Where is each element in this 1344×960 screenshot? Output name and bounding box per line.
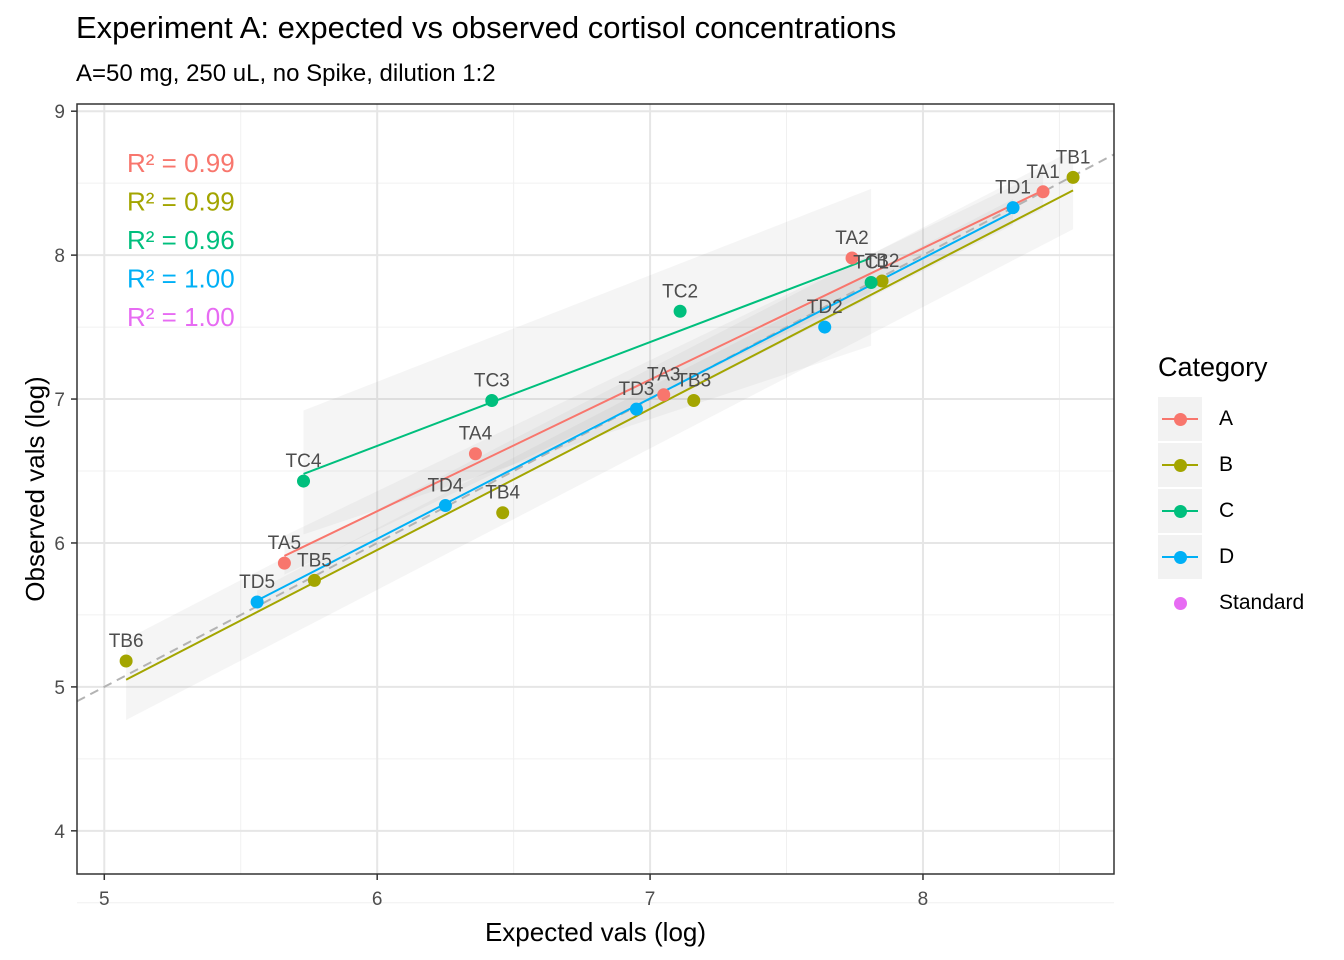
r2-label-c: R² = 0.96 xyxy=(127,225,235,255)
point-ta3 xyxy=(657,388,671,402)
identity-reference-line xyxy=(77,153,1114,703)
chart-title: Experiment A: expected vs observed corti… xyxy=(76,10,897,45)
legend-label-b: B xyxy=(1219,453,1234,476)
point-tc3 xyxy=(485,393,499,407)
legend-key-d xyxy=(1174,551,1187,564)
legend-key-c xyxy=(1174,505,1187,518)
point-td4 xyxy=(438,499,452,513)
point-td5 xyxy=(250,595,264,609)
legend-key-standard xyxy=(1174,597,1187,610)
legend-title: Category xyxy=(1158,352,1268,382)
legend-label-standard: Standard xyxy=(1219,591,1305,614)
legend-key-a xyxy=(1174,413,1187,426)
legend: A B C D Standard xyxy=(1158,396,1304,626)
r2-label-d: R² = 1.00 xyxy=(127,264,235,294)
point-label-tb5: TB5 xyxy=(297,550,332,571)
point-label-tc3: TC3 xyxy=(474,370,510,391)
point-label-tb6: TB6 xyxy=(109,631,144,652)
x-tick-label: 5 xyxy=(99,889,110,910)
point-tb1 xyxy=(1066,170,1080,184)
x-tick-label: 6 xyxy=(372,889,383,910)
point-tb5 xyxy=(307,573,321,587)
fit-line-c xyxy=(303,257,872,475)
point-tb6 xyxy=(119,654,133,668)
point-tb3 xyxy=(687,393,701,407)
x-tick-label: 7 xyxy=(645,889,656,910)
legend-label-c: C xyxy=(1219,499,1235,522)
point-tb2 xyxy=(875,274,889,288)
y-tick-label: 6 xyxy=(54,534,65,555)
r2-label-b: R² = 0.99 xyxy=(127,187,235,217)
point-label-ta2: TA2 xyxy=(835,228,868,249)
fit-line-a xyxy=(283,189,1044,557)
point-ta5 xyxy=(277,556,291,570)
panel-border xyxy=(76,103,1115,875)
y-tick-label: 5 xyxy=(54,678,65,699)
point-label-ta1: TA1 xyxy=(1026,162,1059,183)
legend-item-a: A xyxy=(1158,396,1304,442)
point-label-tb2: TB2 xyxy=(865,251,900,272)
point-tc1 xyxy=(864,275,878,289)
legend-label-a: A xyxy=(1219,407,1234,430)
point-label-ta4: TA4 xyxy=(459,424,493,445)
point-label-td5: TD5 xyxy=(239,572,275,593)
point-td2 xyxy=(818,320,832,334)
r2-label-standard: R² = 1.00 xyxy=(127,302,235,332)
y-axis-title: Observed vals (log) xyxy=(20,376,50,601)
point-label-td2: TD2 xyxy=(807,297,843,318)
point-td3 xyxy=(629,402,643,416)
point-label-td3: TD3 xyxy=(618,379,654,400)
chart-subtitle: A=50 mg, 250 uL, no Spike, dilution 1:2 xyxy=(76,60,496,87)
point-tc2 xyxy=(673,304,687,318)
point-label-tb1: TB1 xyxy=(1056,147,1091,168)
point-ta4 xyxy=(468,447,482,461)
point-label-tb3: TB3 xyxy=(676,370,711,391)
point-label-td1: TD1 xyxy=(995,178,1031,199)
point-label-tc2: TC2 xyxy=(662,281,698,302)
point-td1 xyxy=(1006,201,1020,215)
fit-line-b xyxy=(125,189,1074,681)
point-label-ta3: TA3 xyxy=(647,365,680,386)
legend-label-d: D xyxy=(1219,545,1235,568)
x-axis-title: Expected vals (log) xyxy=(485,917,706,947)
confidence-band-c xyxy=(303,188,872,535)
x-tick-label: 8 xyxy=(918,889,929,910)
legend-item-d: D xyxy=(1158,534,1304,580)
y-tick-label: 7 xyxy=(54,390,65,411)
legend-item-c: C xyxy=(1158,488,1304,534)
point-ta2 xyxy=(845,251,859,265)
y-tick-label: 8 xyxy=(54,246,65,267)
point-label-tc4: TC4 xyxy=(286,451,322,472)
r2-label-a: R² = 0.99 xyxy=(127,148,235,178)
y-tick-label: 4 xyxy=(54,822,65,843)
point-label-tc1: TC1 xyxy=(853,252,889,273)
point-label-ta5: TA5 xyxy=(268,533,301,554)
legend-item-b: B xyxy=(1158,442,1304,488)
legend-key-b xyxy=(1174,459,1187,472)
point-label-tb4: TB4 xyxy=(485,483,520,504)
y-tick-label: 9 xyxy=(54,102,65,123)
legend-item-standard: Standard xyxy=(1158,580,1304,626)
point-ta1 xyxy=(1036,185,1050,199)
point-label-td4: TD4 xyxy=(427,476,463,497)
point-tb4 xyxy=(496,506,510,520)
point-tc4 xyxy=(297,474,311,488)
